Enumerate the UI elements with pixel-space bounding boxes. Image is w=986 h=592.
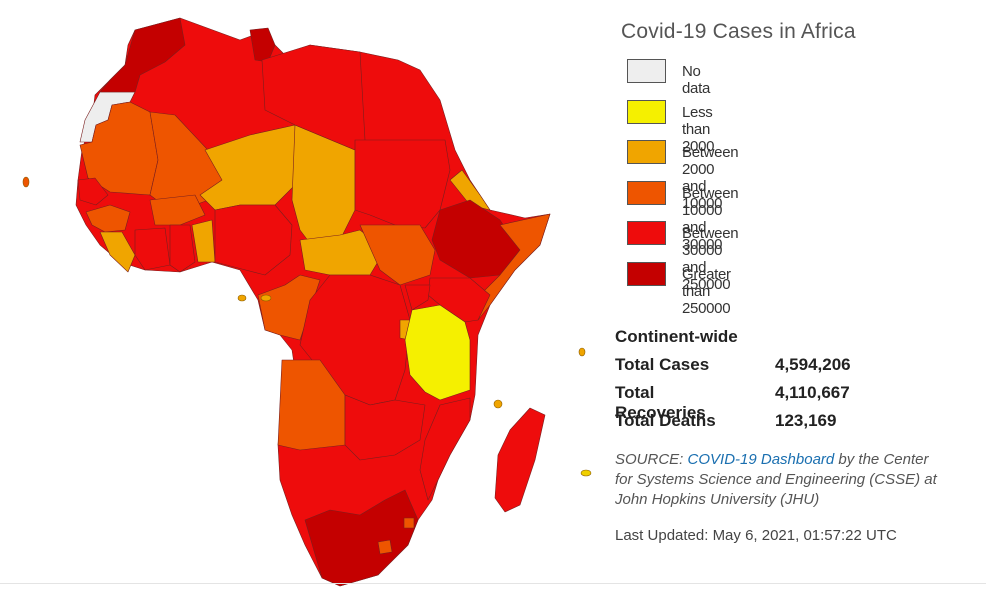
stat-value: 123,169 — [775, 411, 837, 430]
kenya — [427, 277, 491, 323]
morocco — [99, 17, 186, 93]
stat-label: Total Deaths — [615, 411, 716, 430]
tanzania — [404, 304, 471, 401]
legend-swatch — [627, 99, 666, 124]
stat-total-recoveries: Total Recoveries 4,110,667 — [615, 383, 850, 422]
mozambique — [419, 397, 471, 501]
burkina-faso — [149, 194, 206, 226]
mauritius — [580, 469, 592, 477]
liberia — [99, 231, 136, 273]
zambia — [344, 394, 426, 461]
lesotho — [377, 539, 393, 555]
comoros — [493, 399, 503, 409]
source-suffix: by the Center for Systems Science and En… — [615, 451, 937, 508]
legend-swatch — [627, 221, 666, 245]
stat-total-deaths: Total Deaths 123,169 — [615, 411, 836, 439]
madagascar — [494, 407, 546, 513]
legend-title: Covid-19 Cases in Africa — [621, 20, 856, 43]
africa-map — [22, 17, 592, 587]
source-note: SOURCE: COVID-19 Dashboard by the Center… — [615, 450, 945, 510]
somalia — [477, 213, 551, 321]
legend-swatch — [627, 261, 666, 286]
stat-label: Total Cases — [615, 355, 710, 374]
source-prefix: SOURCE: — [615, 451, 688, 468]
legend-swatch — [627, 140, 666, 164]
stat-value: 4,594,206 — [775, 355, 851, 374]
cape-verde — [22, 176, 30, 188]
continent-stats: Continent-wide Total Cases 4,594,206 Tot… — [615, 327, 851, 439]
south-sudan — [359, 224, 436, 286]
sudan — [354, 139, 451, 229]
seychelles — [578, 347, 586, 357]
last-updated: Last Updated: May 6, 2021, 01:57:22 UTC — [615, 527, 897, 544]
source-link[interactable]: COVID-19 Dashboard — [687, 451, 835, 468]
ivory-coast — [134, 227, 171, 271]
legend-swatch — [627, 59, 666, 83]
legend-label: Greater than 250000 — [682, 265, 731, 317]
nigeria — [214, 204, 293, 276]
tunisia — [249, 27, 276, 63]
legend-label: No data — [682, 63, 710, 97]
equatorial-guinea-island — [260, 294, 272, 302]
eswatini — [403, 517, 415, 529]
guinea — [85, 204, 131, 233]
legend-label: Between 10000 and 30000 — [682, 184, 739, 253]
stat-label: Total Recoveries — [615, 383, 706, 422]
uganda — [404, 284, 431, 311]
sao-tome — [237, 294, 247, 302]
stats-heading: Continent-wide — [615, 327, 738, 346]
legend-label: Between 30000 and 250000 — [682, 225, 739, 293]
senegal — [77, 177, 109, 206]
legend-label: Between 2000 and 10000 — [682, 144, 739, 212]
legend-label: Less than 2000 — [682, 103, 715, 155]
legend-swatch — [627, 180, 666, 205]
stat-value: 4,110,667 — [775, 383, 850, 402]
ghana — [169, 224, 196, 273]
stat-total-cases: Total Cases 4,594,206 — [615, 355, 851, 383]
divider — [0, 583, 986, 584]
